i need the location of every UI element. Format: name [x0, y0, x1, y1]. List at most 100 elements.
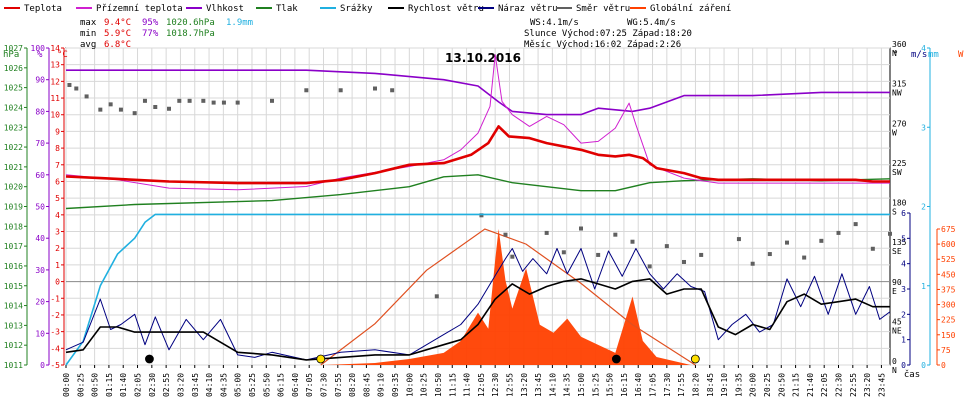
tick-label-dir-compass: SW — [892, 168, 902, 177]
tick-label-time: 05:00 — [234, 373, 243, 397]
tick-label-temp: 13 — [50, 61, 60, 70]
tick-label-temp: 7 — [55, 161, 60, 170]
tick-label-time: 06:15 — [277, 373, 286, 397]
series-point-smer-vetru — [118, 107, 123, 112]
right-axes: ° m/s mm W0N45NE90E135SE180S225SW270W315NW3… — [892, 40, 964, 375]
tick-label-time: 13:20 — [520, 373, 529, 397]
tick-label-hum: 70 — [35, 139, 45, 148]
tick-label-temp: -4 — [50, 344, 60, 353]
tick-label-press: 1013 — [4, 321, 23, 330]
tick-label-dir-compass: NE — [892, 326, 902, 335]
axis-unit-hum: % — [37, 50, 43, 60]
tick-label-dir: 270 — [892, 119, 907, 128]
series-point-smer-vetru — [664, 244, 669, 249]
series-point-smer-vetru — [187, 98, 192, 103]
tick-label-time: 10:50 — [434, 373, 443, 397]
series-point-smer-vetru — [221, 100, 226, 105]
marker-moonrise — [611, 354, 621, 364]
tick-label-wind: 0 — [901, 361, 906, 370]
tick-label-time: 15:25 — [591, 373, 600, 397]
tick-label-temp: 5 — [55, 194, 60, 203]
tick-label-wind: 6 — [901, 209, 906, 218]
series-point-smer-vetru — [544, 230, 549, 235]
series-point-smer-vetru — [167, 106, 171, 111]
tick-label-press: 1016 — [4, 262, 23, 271]
series-point-smer-vetru — [613, 232, 618, 237]
tick-label-rain: 1 — [921, 282, 926, 291]
series-point-smer-vetru — [338, 88, 343, 93]
tick-label-rad: 75 — [941, 346, 951, 355]
tick-label-hum: 20 — [35, 298, 45, 307]
tick-label-time: 03:45 — [191, 373, 200, 397]
axis-unit-wind: m/s — [911, 50, 927, 60]
series-point-smer-vetru — [503, 232, 508, 237]
tick-label-time: 11:15 — [448, 373, 457, 397]
tick-label-time: 09:35 — [391, 373, 400, 397]
tick-label-temp: -2 — [50, 311, 60, 320]
tick-label-temp: 10 — [50, 111, 60, 120]
legend-entry: Teplota — [24, 4, 62, 14]
series-point-smer-vetru — [853, 222, 858, 227]
series-point-smer-vetru — [373, 86, 377, 91]
marker-sunset — [690, 354, 700, 364]
tick-label-press: 1023 — [4, 123, 23, 132]
tick-label-time: 16:15 — [620, 373, 629, 397]
series-point-smer-vetru — [390, 88, 395, 93]
tick-label-temp: 9 — [55, 127, 60, 136]
tick-label-temp: 4 — [55, 211, 60, 220]
tick-label-time: 18:20 — [691, 373, 700, 397]
tick-label-dir: 90 — [892, 278, 902, 287]
tick-label-press: 1012 — [4, 341, 23, 350]
tick-label-rad: 0 — [941, 361, 946, 370]
legend-entry: Tlak — [276, 4, 298, 14]
series-point-smer-vetru — [132, 111, 137, 116]
series-line-prizemni-teplota — [65, 54, 890, 191]
series-point-smer-vetru — [235, 100, 240, 105]
series-area-globalni-zareni — [323, 229, 691, 365]
series-layer — [65, 54, 892, 366]
tick-label-time: 08:20 — [348, 373, 357, 397]
series-point-smer-vetru — [84, 94, 89, 99]
tick-label-dir: 315 — [892, 80, 907, 89]
tick-label-time: 15:00 — [577, 373, 586, 397]
series-line-naraz-vetru — [65, 248, 891, 361]
tick-label-press: 1014 — [4, 302, 23, 311]
tick-label-rain: 4 — [921, 44, 926, 53]
tick-label-hum: 30 — [35, 266, 45, 275]
series-point-smer-vetru — [630, 239, 635, 244]
stats-min-press: 1018.7hPa — [166, 29, 215, 39]
tick-label-time: 20:00 — [749, 373, 758, 397]
tick-label-press: 1017 — [4, 242, 23, 251]
tick-label-press: 1018 — [4, 222, 23, 231]
series-line-srazky — [65, 213, 890, 366]
tick-label-dir: 225 — [892, 159, 907, 168]
series-point-smer-vetru — [98, 107, 103, 112]
tick-label-temp: 11 — [50, 94, 60, 103]
tick-label-time: 02:30 — [148, 373, 157, 397]
tick-label-time: 20:50 — [777, 373, 786, 397]
tick-label-hum: 60 — [35, 171, 45, 180]
series-point-smer-vetru — [67, 82, 72, 87]
legend: Teplota Přízemní teplota Vlhkost Tlak Srážky… — [4, 4, 731, 14]
tick-label-time: 17:05 — [649, 373, 658, 397]
tick-label-dir: 180 — [892, 199, 907, 208]
tick-label-time: 05:50 — [262, 373, 271, 397]
tick-label-time: 20:25 — [763, 373, 772, 397]
tick-label-temp: 1 — [55, 261, 60, 270]
tick-label-dir-compass: E — [892, 287, 897, 296]
tick-label-time: 04:35 — [219, 373, 228, 397]
tick-label-hum: 50 — [35, 203, 45, 212]
tick-label-press: 1022 — [4, 143, 23, 152]
tick-label-rad: 675 — [941, 225, 956, 234]
stats-max-label: max — [80, 18, 97, 28]
tick-label-rain: 0 — [921, 361, 926, 370]
stats-max-press: 1020.6hPa — [166, 18, 215, 28]
tick-label-wind: 1 — [901, 336, 906, 345]
series-point-smer-vetru — [785, 240, 789, 245]
tick-label-dir-compass: S — [892, 208, 897, 217]
legend-entry: Rychlost větru — [408, 4, 484, 14]
tick-label-time: 18:45 — [706, 373, 715, 397]
marker-moonset — [145, 354, 154, 364]
tick-label-dir: 0 — [892, 357, 897, 366]
tick-label-time: 09:10 — [377, 373, 386, 397]
